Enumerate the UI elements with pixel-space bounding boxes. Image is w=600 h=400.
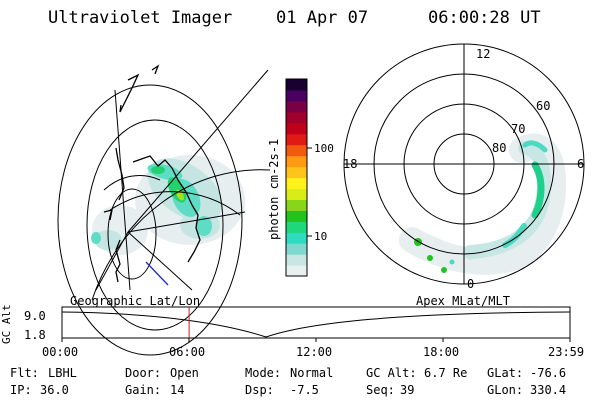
colorbar-stripe (286, 100, 307, 113)
glon-label: GLon: (487, 383, 524, 397)
geo-coastlines (103, 64, 201, 283)
ip-label: IP: (10, 383, 32, 397)
colorbar-stripe (286, 166, 307, 179)
geo-auroral-emission (91, 155, 245, 255)
mlat-label-70: 70 (511, 122, 525, 136)
colorbar-stripe (286, 89, 307, 102)
colorbar-stripe (286, 243, 307, 255)
mlat-label-60: 60 (536, 99, 550, 113)
colorbar-tick-label-100: 100 (314, 142, 334, 155)
instrument-title: Ultraviolet Imager (48, 8, 233, 28)
colorbar-stripe (286, 265, 307, 277)
mlt-label-0: 0 (467, 277, 474, 291)
gc-alt-value: 6.7 Re (424, 366, 468, 380)
date-label: 01 Apr 07 (276, 8, 369, 28)
geo-grid-lines (57, 69, 271, 356)
mlt-label-12: 12 (476, 47, 490, 61)
dsp-value: -7.5 (290, 383, 319, 397)
gain-label: Gain: (125, 383, 162, 397)
seq-label: Seq: (366, 383, 395, 397)
colorbar-stripe (286, 111, 307, 124)
mode-value: Normal (290, 366, 334, 380)
gc-alt-curve (61, 311, 571, 338)
x-tick-label-0600: 06:00 (169, 345, 206, 359)
geographic-projection-label: Geographic Lat/Lon (70, 294, 201, 308)
timeline-x-ticks (61, 338, 571, 342)
gain-value: 14 (170, 383, 185, 397)
colorbar-stripe (286, 122, 307, 135)
colorbar-stripe (286, 177, 307, 190)
x-tick-label-1200: 12:00 (296, 345, 333, 359)
colorbar-stripe (286, 133, 307, 146)
timeline-frame (61, 306, 571, 339)
mode-label: Mode: (245, 366, 282, 380)
colorbar-stripe (286, 232, 307, 244)
colorbar-stripe (286, 254, 307, 266)
mlat-label-80: 80 (492, 141, 506, 155)
y-tick-label-1-8: 1.8 (24, 328, 46, 342)
glat-label: GLat: (487, 366, 524, 380)
colorbar-unit-label: photon cm-2s-1 (267, 139, 281, 240)
x-tick-label-0000: 00:00 (42, 345, 79, 359)
x-tick-label-1800: 18:00 (423, 345, 460, 359)
timeline-axis-title: GC Alt (0, 304, 13, 344)
door-label: Door: (125, 366, 162, 380)
colorbar-stripe (286, 210, 307, 222)
mlt-label-6: 6 (577, 157, 584, 171)
colorbar-stripe (286, 221, 307, 233)
colorbar-stripe (286, 79, 307, 91)
y-tick-label-9: 9.0 (24, 309, 46, 323)
filter-value: LBHL (48, 366, 77, 380)
colorbar-stripe (286, 188, 307, 200)
colorbar-frame (285, 78, 308, 277)
x-tick-label-2359: 23:59 (548, 345, 585, 359)
glon-value: 330.4 (530, 383, 567, 397)
polar-grid (343, 43, 585, 285)
door-value: Open (170, 366, 199, 380)
apex-projection-label: Apex MLat/MLT (416, 294, 510, 308)
colorbar-tick-label-10: 10 (314, 230, 327, 243)
filter-label: Flt: (10, 366, 39, 380)
mlt-label-18: 18 (343, 157, 357, 171)
satellite-track (145, 261, 169, 286)
colorbar-gradient (286, 79, 307, 277)
colorbar-stripe (286, 144, 307, 157)
colorbar-stripe (286, 199, 307, 211)
seq-value: 39 (400, 383, 415, 397)
colorbar-stripe (286, 155, 307, 168)
glat-value: -76.6 (530, 366, 567, 380)
time-label: 06:00:28 UT (428, 8, 541, 28)
dsp-label: Dsp: (245, 383, 274, 397)
ip-value: 36.0 (40, 383, 69, 397)
gc-alt-label: GC Alt: (366, 366, 417, 380)
